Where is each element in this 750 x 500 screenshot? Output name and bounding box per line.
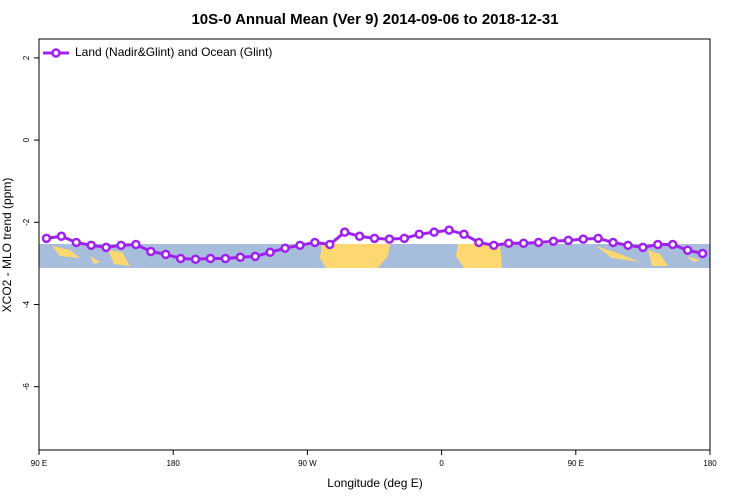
point — [339, 227, 350, 237]
y-tick-label: 0 — [22, 137, 31, 142]
x-tick-label: 90 E — [568, 459, 584, 468]
point — [146, 246, 156, 257]
point — [563, 235, 574, 246]
point — [235, 252, 246, 262]
point — [638, 242, 648, 253]
y-tick-label: -4 — [22, 300, 31, 308]
point — [474, 237, 484, 248]
point — [354, 231, 365, 242]
point — [250, 251, 260, 262]
point — [429, 227, 439, 237]
point — [56, 231, 67, 242]
x-tick-label: 90 E — [31, 459, 47, 468]
x-tick-label: 180 — [167, 459, 181, 468]
point — [280, 243, 290, 253]
point — [86, 240, 96, 251]
point — [414, 229, 424, 239]
x-tick-label: 0 — [439, 459, 444, 468]
y-tick-label: -6 — [22, 383, 31, 391]
point — [459, 229, 469, 239]
point — [593, 233, 603, 244]
point — [325, 239, 335, 250]
point — [205, 253, 216, 264]
point — [369, 233, 380, 244]
point — [160, 249, 171, 260]
point — [384, 234, 395, 244]
x-tick-label: 90 W — [298, 459, 317, 468]
point — [131, 239, 141, 250]
point — [533, 237, 544, 248]
point — [71, 237, 82, 248]
chart-title: 10S-0 Annual Mean (Ver 9) 2014-09-06 to … — [191, 11, 558, 28]
point — [41, 233, 52, 244]
point — [667, 239, 678, 250]
point — [190, 254, 201, 265]
legend-marker — [51, 48, 61, 58]
point — [697, 248, 708, 259]
point — [608, 237, 618, 248]
point — [175, 253, 186, 264]
x-axis-label: Longitude (deg E) — [327, 476, 422, 490]
legend-label: Land (Nadir&Glint) and Ocean (Glint) — [75, 45, 272, 59]
point — [295, 240, 305, 251]
point — [503, 238, 514, 249]
point — [518, 238, 529, 249]
point — [265, 247, 275, 258]
point — [489, 240, 499, 251]
point — [310, 237, 320, 248]
point — [578, 234, 589, 244]
x-tick-label: 180 — [703, 459, 717, 468]
y-axis-label: XCO2 - MLO trend (ppm) — [0, 178, 14, 313]
point — [220, 253, 231, 264]
y-tick-label: 2 — [22, 55, 31, 60]
point — [101, 242, 111, 253]
point — [548, 236, 559, 246]
point — [116, 240, 126, 251]
point — [653, 239, 663, 250]
point — [623, 240, 633, 251]
point — [399, 233, 410, 244]
plot-frame — [38, 38, 711, 451]
point — [682, 245, 693, 256]
y-tick-label: -2 — [22, 218, 31, 226]
point — [444, 225, 454, 235]
